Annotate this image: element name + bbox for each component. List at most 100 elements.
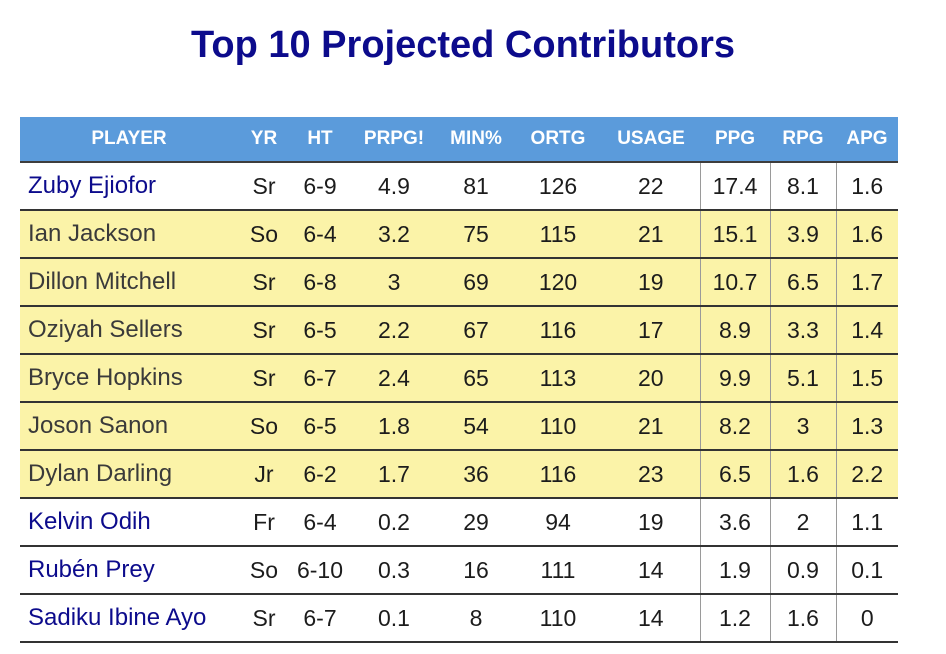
cell-ppg: 6.5 (699, 450, 770, 499)
player-name-link[interactable]: Rubén Prey (20, 546, 238, 595)
player-name-link[interactable]: Bryce Hopkins (20, 354, 238, 403)
cell-usage: 23 (602, 450, 700, 499)
header-ht[interactable]: HT (290, 117, 350, 163)
table-row: Sadiku Ibine Ayo Sr 6-7 0.1 8 110 14 1.2 1.6 0 (20, 594, 898, 643)
cell-min: 69 (438, 258, 514, 307)
cell-min: 54 (438, 402, 514, 451)
cell-yr: Sr (238, 354, 290, 403)
player-name-link[interactable]: Kelvin Odih (20, 498, 238, 547)
cell-yr: So (238, 402, 290, 451)
header-rpg[interactable]: RPG (770, 117, 836, 163)
cell-ht: 6-5 (290, 306, 350, 355)
header-yr[interactable]: YR (238, 117, 290, 163)
header-usage[interactable]: USAGE (602, 117, 700, 163)
cell-min: 8 (438, 594, 514, 643)
cell-yr: Sr (238, 162, 290, 211)
cell-yr: Sr (238, 594, 290, 643)
cell-rpg: 3.3 (769, 306, 836, 355)
cell-rpg: 1.6 (769, 594, 836, 643)
cell-rpg: 8.1 (769, 162, 836, 211)
cell-yr: Jr (238, 450, 290, 499)
cell-ht: 6-4 (290, 210, 350, 259)
player-name-link[interactable]: Sadiku Ibine Ayo (20, 594, 238, 643)
cell-min: 16 (438, 546, 514, 595)
cell-ht: 6-9 (290, 162, 350, 211)
cell-prpg: 0.1 (350, 594, 438, 643)
table-row: Joson Sanon So 6-5 1.8 54 110 21 8.2 3 1.3 (20, 402, 898, 451)
cell-prpg: 1.7 (350, 450, 438, 499)
header-ortg[interactable]: ORTG (514, 117, 602, 163)
player-name-link[interactable]: Ian Jackson (20, 210, 238, 259)
player-name-link[interactable]: Zuby Ejiofor (20, 162, 238, 211)
cell-min: 75 (438, 210, 514, 259)
cell-ht: 6-7 (290, 354, 350, 403)
cell-prpg: 2.4 (350, 354, 438, 403)
player-name-link[interactable]: Dylan Darling (20, 450, 238, 499)
cell-prpg: 3 (350, 258, 438, 307)
cell-apg: 0.1 (835, 546, 898, 595)
cell-ppg: 9.9 (699, 354, 770, 403)
cell-ortg: 113 (514, 354, 602, 403)
cell-usage: 14 (602, 594, 700, 643)
cell-ppg: 1.9 (699, 546, 770, 595)
cell-usage: 19 (602, 498, 700, 547)
header-apg[interactable]: APG (836, 117, 898, 163)
table-row: Kelvin Odih Fr 6-4 0.2 29 94 19 3.6 2 1.1 (20, 498, 898, 547)
cell-ortg: 115 (514, 210, 602, 259)
cell-min: 36 (438, 450, 514, 499)
cell-rpg: 3 (769, 402, 836, 451)
cell-min: 67 (438, 306, 514, 355)
cell-apg: 1.4 (835, 306, 898, 355)
cell-ht: 6-8 (290, 258, 350, 307)
cell-apg: 1.5 (835, 354, 898, 403)
header-prpg[interactable]: PRPG! (350, 117, 438, 163)
cell-ppg: 1.2 (699, 594, 770, 643)
cell-min: 81 (438, 162, 514, 211)
cell-yr: So (238, 546, 290, 595)
header-row: PLAYER YR HT PRPG! MIN% ORTG USAGE PPG R… (20, 117, 898, 163)
cell-ht: 6-4 (290, 498, 350, 547)
cell-usage: 19 (602, 258, 700, 307)
table-row: Rubén Prey So 6-10 0.3 16 111 14 1.9 0.9 0.1 (20, 546, 898, 595)
cell-yr: So (238, 210, 290, 259)
cell-ortg: 110 (514, 594, 602, 643)
cell-ortg: 110 (514, 402, 602, 451)
cell-rpg: 0.9 (769, 546, 836, 595)
cell-ortg: 116 (514, 306, 602, 355)
cell-apg: 0 (835, 594, 898, 643)
player-name-link[interactable]: Joson Sanon (20, 402, 238, 451)
cell-usage: 21 (602, 210, 700, 259)
header-min[interactable]: MIN% (438, 117, 514, 163)
table-row: Dillon Mitchell Sr 6-8 3 69 120 19 10.7 6.5 1.7 (20, 258, 898, 307)
table-row: Zuby Ejiofor Sr 6-9 4.9 81 126 22 17.4 8.1 1.6 (20, 162, 898, 211)
header-player[interactable]: PLAYER (20, 117, 238, 163)
cell-rpg: 6.5 (769, 258, 836, 307)
cell-rpg: 2 (769, 498, 836, 547)
cell-ht: 6-2 (290, 450, 350, 499)
player-name-link[interactable]: Oziyah Sellers (20, 306, 238, 355)
cell-yr: Sr (238, 306, 290, 355)
cell-apg: 1.7 (835, 258, 898, 307)
cell-ht: 6-5 (290, 402, 350, 451)
cell-ortg: 111 (514, 546, 602, 595)
contributors-table: PLAYER YR HT PRPG! MIN% ORTG USAGE PPG R… (20, 117, 898, 643)
cell-prpg: 3.2 (350, 210, 438, 259)
cell-ppg: 8.9 (699, 306, 770, 355)
cell-yr: Sr (238, 258, 290, 307)
cell-ortg: 94 (514, 498, 602, 547)
cell-usage: 14 (602, 546, 700, 595)
cell-ppg: 17.4 (699, 162, 770, 211)
cell-min: 29 (438, 498, 514, 547)
cell-ppg: 8.2 (699, 402, 770, 451)
cell-ortg: 120 (514, 258, 602, 307)
cell-yr: Fr (238, 498, 290, 547)
header-ppg[interactable]: PPG (700, 117, 770, 163)
cell-prpg: 1.8 (350, 402, 438, 451)
cell-apg: 1.3 (835, 402, 898, 451)
cell-rpg: 3.9 (769, 210, 836, 259)
cell-apg: 1.6 (835, 210, 898, 259)
player-name-link[interactable]: Dillon Mitchell (20, 258, 238, 307)
cell-rpg: 1.6 (769, 450, 836, 499)
table-body: Zuby Ejiofor Sr 6-9 4.9 81 126 22 17.4 8.1 1.6 Ian… (20, 162, 898, 643)
cell-usage: 20 (602, 354, 700, 403)
